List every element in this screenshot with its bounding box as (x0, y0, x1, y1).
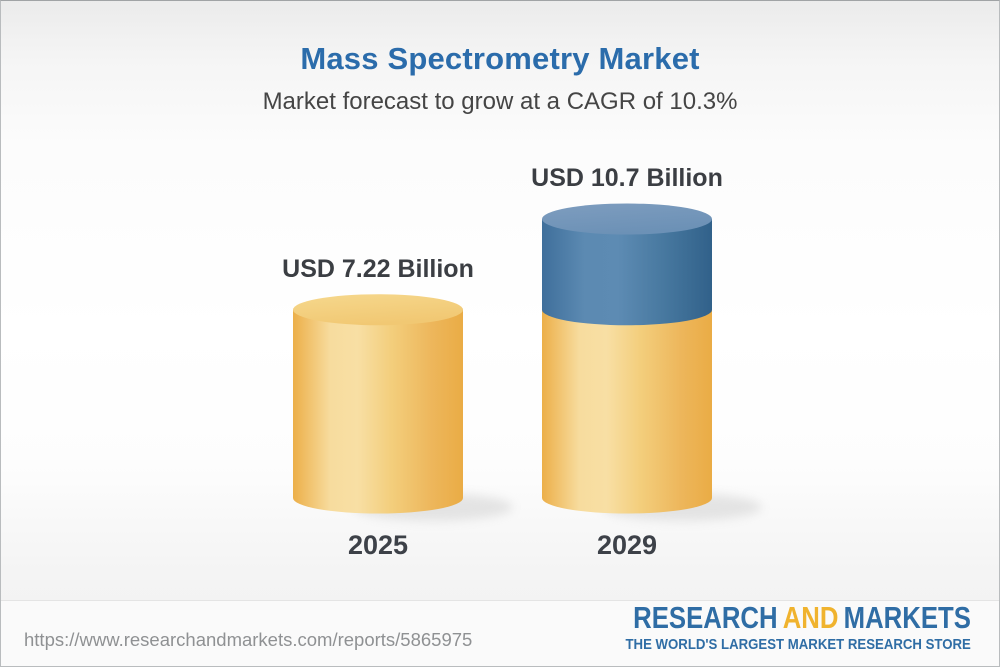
report-url-text: https://www.researchandmarkets.com/repor… (24, 629, 473, 650)
bar-2029-top-face (542, 203, 712, 235)
research-and-markets-logo: RESEARCH AND MARKETS THE WORLD'S LARGEST… (564, 601, 971, 653)
logo-tagline: THE WORLD'S LARGEST MARKET RESEARCH STOR… (625, 636, 971, 653)
bar-2025-segment-base-2025 (293, 309, 463, 514)
bar-2025-top-face (293, 294, 463, 326)
footer-bar: https://www.researchandmarkets.com/repor… (1, 600, 999, 666)
bar-value-label-2025: USD 7.22 Billion (282, 255, 474, 283)
page-title: Mass Spectrometry Market (300, 41, 700, 76)
logo-word-research: RESEARCH (633, 600, 778, 635)
bar-category-label-2025: 2025 (347, 530, 409, 560)
bar-shadow-2025 (353, 493, 513, 521)
bar-shadow-2029 (602, 493, 762, 521)
logo-wordmark: RESEARCH AND MARKETS (633, 601, 971, 635)
bar-2029-segment-growth-increment (542, 219, 712, 326)
logo-word-and: AND (782, 600, 839, 635)
page-subtitle: Market forecast to grow at a CAGR of 10.… (262, 88, 738, 115)
bar-2029-segment-base-2025-equivalent (542, 309, 712, 514)
logo-word-markets: MARKETS (843, 600, 971, 635)
bar-value-label-2029: USD 10.7 Billion (531, 164, 723, 192)
bar-category-label-2029: 2029 (596, 530, 658, 560)
